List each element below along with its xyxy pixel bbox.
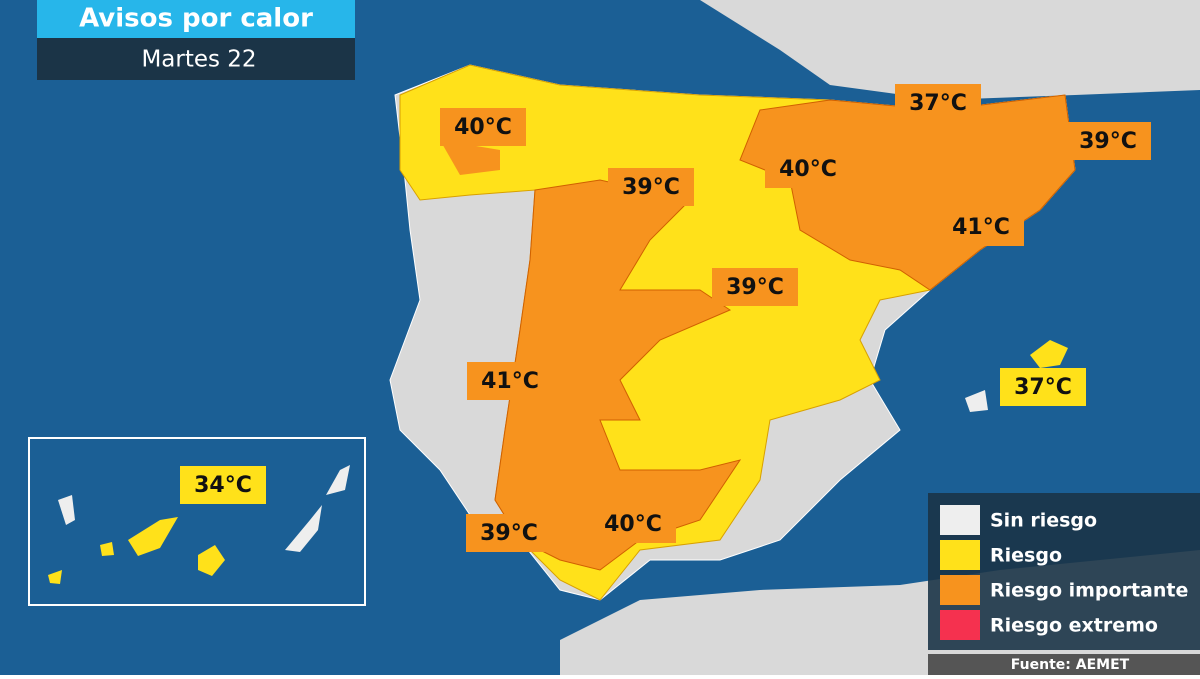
- temp-label-box: [440, 108, 526, 146]
- island: [128, 517, 178, 556]
- temp-label-box: [590, 505, 676, 543]
- france: [700, 0, 1200, 100]
- temp-label: 37°C: [1014, 375, 1072, 400]
- temp-label: 41°C: [481, 369, 539, 394]
- temp-label-box: [895, 84, 981, 122]
- balearic: [965, 390, 988, 412]
- balearic: [1030, 340, 1068, 368]
- temp-label-box: [608, 168, 694, 206]
- temp-label-box: [1065, 122, 1151, 160]
- temp-label-box: [765, 150, 851, 188]
- title-box: [37, 0, 355, 38]
- island: [58, 495, 75, 525]
- spain-riesgo-importante: [440, 140, 500, 175]
- legend-swatch: [940, 540, 980, 570]
- island: [326, 465, 350, 495]
- temp-label: 40°C: [454, 115, 512, 140]
- island: [285, 505, 322, 552]
- temp-label-box: [466, 514, 552, 552]
- legend-label: Riesgo extremo: [990, 615, 1158, 637]
- temp-label: 39°C: [726, 275, 784, 300]
- island: [100, 542, 114, 556]
- legend-label: Riesgo importante: [990, 580, 1188, 602]
- temp-label: 34°C: [194, 473, 252, 498]
- temp-label-box: [712, 268, 798, 306]
- legend-swatch: [940, 610, 980, 640]
- legend-label: Sin riesgo: [990, 510, 1097, 532]
- title: Avisos por calor: [79, 4, 313, 34]
- island: [48, 570, 62, 584]
- temp-label-box: [467, 362, 553, 400]
- spain-riesgo-importante: [494, 179, 742, 571]
- canarias-inset: [28, 437, 366, 606]
- subtitle-box: [37, 38, 355, 80]
- legend-label: Riesgo: [990, 545, 1062, 567]
- temp-label-box: [938, 208, 1024, 246]
- legend-swatch: [940, 505, 980, 535]
- temp-label: 37°C: [909, 91, 967, 116]
- temp-label: 39°C: [1079, 129, 1137, 154]
- source: Fuente: AEMET: [1011, 657, 1130, 673]
- source-box: [928, 654, 1200, 675]
- legend-swatch: [940, 575, 980, 605]
- temp-label-box: [1000, 368, 1086, 406]
- temp-label: 39°C: [622, 175, 680, 200]
- temp-label: 39°C: [480, 521, 538, 546]
- subtitle: Martes 22: [141, 47, 256, 73]
- temp-label: 40°C: [604, 512, 662, 537]
- temp-label: 41°C: [952, 215, 1010, 240]
- island: [198, 545, 225, 576]
- temp-label: 40°C: [779, 157, 837, 182]
- temp-label-box: [180, 466, 266, 504]
